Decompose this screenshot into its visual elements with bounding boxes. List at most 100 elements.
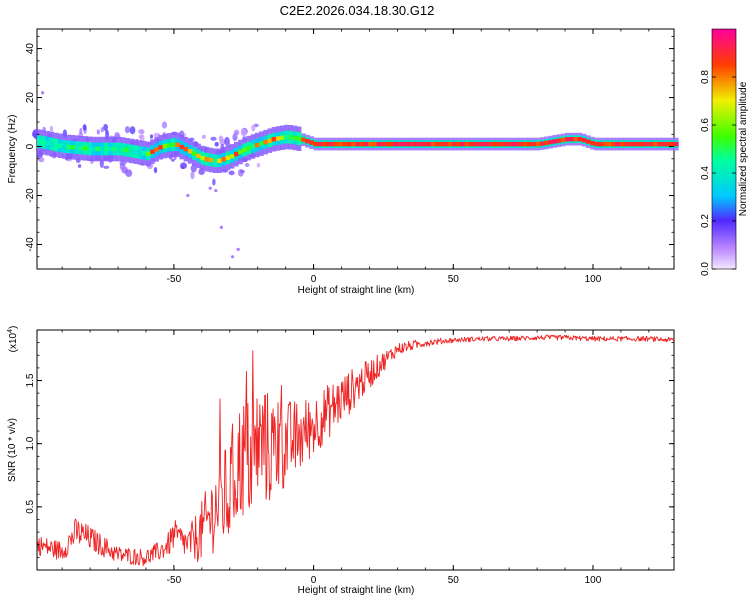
spectrogram-ylabel: Frequency (Hz) xyxy=(7,115,18,184)
spectrogram-cell xyxy=(669,141,675,147)
spectrogram-cell xyxy=(166,143,172,148)
spectrogram-cell xyxy=(119,160,127,166)
spectrogram-cell xyxy=(103,123,108,131)
spectrogram-cell xyxy=(234,151,239,157)
spectrogram-cell xyxy=(213,158,218,163)
colorbar-band xyxy=(712,59,736,62)
spectrogram-cell xyxy=(292,135,298,141)
spectrogram-cell xyxy=(640,141,646,147)
colorbar-band xyxy=(712,247,736,250)
colorbar-band xyxy=(712,181,736,184)
spectrogram-cell xyxy=(186,193,190,198)
spectrogram-cell xyxy=(531,141,537,147)
colorbar-band xyxy=(712,255,736,258)
spectrogram-cell xyxy=(58,143,63,148)
colorbar-band xyxy=(712,219,736,222)
colorbar-tick-label: 0.4 xyxy=(700,166,711,180)
spectrogram-cell xyxy=(79,127,83,135)
colorbar-band xyxy=(712,49,736,52)
snr-scale-label: (x104) xyxy=(7,326,19,353)
colorbar-band xyxy=(712,101,736,104)
colorbar-band xyxy=(712,85,736,88)
spectrogram-cell xyxy=(150,149,155,154)
spectrogram-cell xyxy=(99,146,105,152)
colorbar-band xyxy=(712,53,736,56)
spectrogram-cell xyxy=(171,142,176,147)
colorbar-band xyxy=(712,249,736,252)
snr-panel: -50 0 50 100 0.5 1.0 1.5 Height of straight li… xyxy=(7,326,675,596)
colorbar-band xyxy=(712,87,736,90)
spectrogram-cell xyxy=(201,134,206,139)
colorbar-band xyxy=(712,215,736,218)
colorbar-band xyxy=(712,35,736,38)
colorbar-band xyxy=(712,197,736,200)
colorbar-ticks: 0.0 0.2 0.4 0.6 0.8 xyxy=(700,70,736,276)
spectrogram-cell xyxy=(510,141,516,147)
spectrogram-cell xyxy=(45,141,50,146)
spectrogram-cell xyxy=(171,158,175,162)
spectrogram-cell xyxy=(372,141,377,147)
spectrogram-ytick-label: 0 xyxy=(25,143,36,149)
spectrogram-cell xyxy=(141,151,147,156)
spectrogram-cell xyxy=(41,140,46,145)
spectrogram-cell xyxy=(259,141,264,146)
spectrogram-cell xyxy=(103,165,110,169)
spectrogram-cell xyxy=(180,162,187,169)
spectrogram-cell xyxy=(250,144,256,149)
spectrogram-cell xyxy=(405,141,411,147)
spectrogram-cell xyxy=(162,143,168,149)
colorbar-band xyxy=(712,161,736,164)
spectrogram-xtick-label: 0 xyxy=(311,274,317,285)
colorbar-band xyxy=(712,31,736,34)
spectrogram-cell xyxy=(208,157,214,163)
colorbar-band xyxy=(712,211,736,214)
spectrogram-cell xyxy=(468,141,474,147)
spectrogram-cell xyxy=(477,141,482,147)
spectrogram-cell xyxy=(502,141,507,147)
spectrogram-cell xyxy=(138,129,145,135)
colorbar-band xyxy=(712,159,736,162)
spectrogram-cell xyxy=(648,141,654,147)
spectrogram-cell xyxy=(401,141,407,147)
spectrogram-cell xyxy=(414,141,419,147)
colorbar-band xyxy=(712,235,736,238)
colorbar-band xyxy=(712,149,736,152)
colorbar-band xyxy=(712,217,736,220)
spectrogram-cell xyxy=(246,145,252,151)
spectrogram-cell xyxy=(506,141,511,147)
colorbar-band xyxy=(712,223,736,226)
spectrogram-cell xyxy=(451,141,457,147)
colorbar-band xyxy=(712,239,736,242)
spectrogram-cell xyxy=(636,141,641,147)
colorbar-band xyxy=(712,61,736,64)
colorbar-band xyxy=(712,203,736,206)
spectrogram-cell xyxy=(137,150,143,155)
spectrogram-cell xyxy=(342,141,348,147)
spectrogram-xtick-label: 50 xyxy=(448,274,460,285)
colorbar-band xyxy=(712,193,736,196)
spectrogram-cell xyxy=(518,141,524,147)
colorbar-band xyxy=(712,253,736,256)
spectrogram-cell xyxy=(179,144,185,150)
spectrogram-cell xyxy=(330,141,335,147)
colorbar-tick-label: 0.6 xyxy=(700,118,711,132)
colorbar-band xyxy=(712,141,736,144)
spectrogram-axes: -50 0 50 100 40 20 0 -20 -40 xyxy=(25,29,674,285)
spectrogram-cell xyxy=(82,124,87,131)
colorbar-band xyxy=(712,147,736,150)
spectrogram-cell xyxy=(204,157,210,162)
spectrogram-cell xyxy=(665,141,671,147)
spectrogram-cell xyxy=(644,141,650,147)
spectrogram-cell xyxy=(653,141,658,147)
snr-scale-exponent: 4 xyxy=(7,329,14,333)
spectrogram-cell xyxy=(430,141,436,147)
colorbar-band xyxy=(712,233,736,236)
spectrogram-cell xyxy=(154,147,159,152)
colorbar-band xyxy=(712,265,736,268)
spectrogram-cell xyxy=(95,146,101,152)
colorbar-label: Normalized spectral amplitude xyxy=(738,81,749,216)
spectrogram-cell xyxy=(78,145,84,151)
spectrogram-cell xyxy=(426,141,432,147)
spectrogram-cell xyxy=(355,141,361,147)
spectrogram-cell xyxy=(256,162,261,168)
